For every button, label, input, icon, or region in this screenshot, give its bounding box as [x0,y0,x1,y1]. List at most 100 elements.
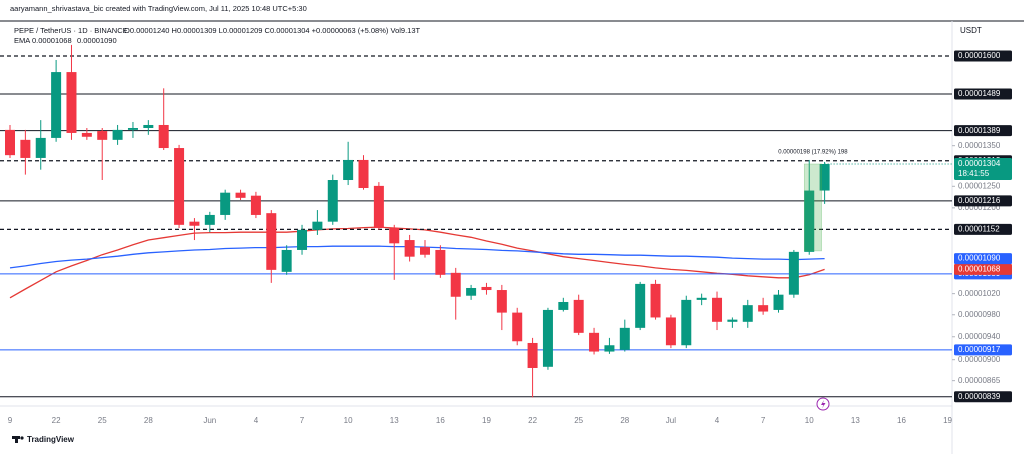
y-tick-label: 0.00001250 [958,181,1001,190]
price-box-label: 0.00001600 [958,51,1001,60]
candle-body [35,137,46,158]
candle-body [527,342,538,368]
x-tick-label: 13 [851,416,860,425]
price-box [954,253,1012,265]
ema-line [9,245,825,269]
candle-body [404,240,415,257]
candle-body [758,305,769,312]
candle-body [712,297,723,322]
candle-body [573,299,584,333]
candle-body [650,283,661,318]
candle-body [435,249,446,275]
candle-body [804,190,815,252]
candle-body [158,124,169,149]
x-tick-label: 10 [344,416,353,425]
x-tick-label: 22 [528,416,537,425]
current-price-box [954,157,1012,180]
x-tick-label: 7 [300,416,305,425]
candle-body [389,228,400,244]
candle-body [204,214,215,225]
brand: TradingView [27,435,75,444]
x-tick-label: 25 [574,416,583,425]
alert-icon [816,397,830,411]
candle-body [373,185,384,229]
candle-body [512,312,523,342]
measure-box [803,163,822,252]
y-tick-label: 0.00001350 [958,141,1001,150]
x-tick-label: 16 [897,416,906,425]
candle-body [143,124,154,128]
x-tick-label: 4 [254,416,259,425]
price-box [954,50,1012,62]
ema-legend-value: 0.00001090 [77,36,117,45]
measure-label: 0.00000198 (17.92%) 198 [778,150,848,156]
candle-body [681,299,692,346]
candle-body [220,192,231,215]
price-box-label: 0.00000839 [958,392,1001,401]
x-tick-label: 25 [98,416,107,425]
candle-body [466,287,477,296]
candle-body [773,294,784,310]
candle-body [281,249,292,272]
x-tick-label: 28 [620,416,629,425]
candle-body [665,317,676,346]
candle-body [174,148,185,225]
price-box [954,391,1012,403]
candle-body [558,301,569,310]
x-tick-label: 19 [482,416,491,425]
ema-legend-value: 0.00001068 [32,36,72,45]
watermark: aaryamann_shrivastava_bic created with T… [10,4,307,13]
candle-body [788,251,799,295]
candle-body [112,129,123,140]
price-box-label: 0.00001489 [958,89,1001,98]
y-tick-label: 0.00000865 [958,376,1001,385]
x-tick-label: 4 [715,416,720,425]
candle-body [266,213,277,270]
symbol: PEPE / TetherUS · 1D · BINANCE [14,26,128,35]
y-tick-label: 0.00001020 [958,289,1001,298]
candle-body [327,180,338,222]
candle-body [97,131,108,140]
x-tick-label: 16 [436,416,445,425]
price-box [954,223,1012,235]
candle-body [496,290,507,313]
candle-body [481,286,492,291]
candle-body [20,139,31,158]
candle-body [312,221,323,230]
y-tick-label: 0.00001200 [958,203,1001,212]
x-tick-label: 19 [943,416,952,425]
candle-body [419,247,430,255]
ema-box-label: 0.00001090 [958,254,1001,263]
candle-body [51,72,62,138]
x-tick-label: 28 [144,416,153,425]
price-box [954,263,1012,275]
candle-body [727,319,738,322]
x-tick-label: 10 [805,416,814,425]
candle-body [343,159,354,181]
current-price-label: 0.00001304 [958,159,1001,168]
y-tick-label: 0.00000940 [958,332,1001,341]
y-tick-label: 0.00000980 [958,310,1001,319]
brand-logo [12,436,24,443]
price-box-label: 0.00001216 [958,196,1001,205]
countdown: 18:41:55 [958,169,990,178]
candle-body [358,159,369,188]
x-tick-label: Jun [203,416,216,425]
candle-body [127,127,138,130]
candle-body [250,195,261,215]
candle-body [450,272,461,297]
candle-body [619,327,630,350]
candle-body [696,297,707,300]
candle-body [189,221,200,226]
x-tick-label: Jul [666,416,676,425]
ema-line [9,226,825,299]
ema-box-label: 0.00001068 [958,264,1001,273]
x-tick-label: 9 [8,416,13,425]
x-tick-label: 22 [52,416,61,425]
price-box-label: 0.00001152 [958,225,1000,234]
ohlc-legend: O0.00001240 H0.00001309 L0.00001209 C0.0… [124,26,421,35]
candle-body [66,72,77,133]
